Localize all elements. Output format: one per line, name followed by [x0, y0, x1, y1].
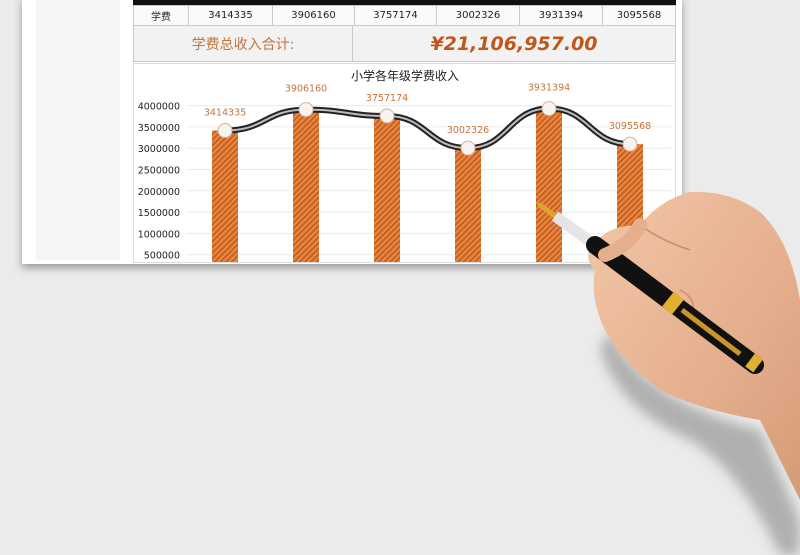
total-row: 学费总收入合计: ¥21,106,957.00 — [133, 26, 676, 62]
bar[interactable] — [536, 108, 562, 263]
line-marker[interactable] — [379, 108, 395, 124]
chart-svg: 小学各年级学费收入 4000000 3500000 3000000 2500000 20… — [138, 68, 671, 263]
table-row: 学费 3414335 3906160 3757174 3002326 39313… — [133, 5, 676, 26]
y-tick-label: 3500000 — [138, 123, 180, 134]
y-tick-label: 1000000 — [138, 229, 180, 240]
bar[interactable] — [212, 130, 238, 263]
y-tick-label: 2000000 — [138, 187, 180, 198]
data-label: 3906160 — [285, 84, 327, 95]
chart[interactable]: 小学各年级学费收入 4000000 3500000 3000000 2500000 20… — [133, 63, 676, 263]
cell[interactable]: 3095568 — [616, 10, 662, 21]
line-marker[interactable] — [298, 102, 314, 118]
y-tick-label: 2500000 — [138, 166, 180, 177]
y-tick-label: 3000000 — [138, 144, 180, 155]
y-tick-label: 4000000 — [138, 102, 180, 113]
row-label: 学费 — [134, 6, 189, 25]
fountain-pen-icon — [537, 202, 764, 374]
bar[interactable] — [374, 115, 400, 263]
data-label: 3757174 — [366, 93, 408, 104]
data-label: 3002326 — [447, 125, 489, 136]
data-label: 3414335 — [204, 108, 246, 119]
total-value[interactable]: ¥21,106,957.00 — [430, 32, 598, 55]
bar[interactable] — [455, 148, 481, 263]
cell[interactable]: 3414335 — [189, 6, 273, 25]
cell[interactable]: 3931394 — [520, 6, 603, 25]
series-line — [224, 107, 631, 150]
bar[interactable] — [293, 109, 319, 263]
table-header-row — [133, 0, 676, 5]
total-label: 学费总收入合计: — [134, 26, 353, 61]
line-marker[interactable] — [217, 123, 233, 139]
line-marker[interactable] — [460, 140, 476, 156]
cell[interactable]: 3002326 — [437, 6, 520, 25]
data-label: 3931394 — [528, 83, 570, 94]
y-tick-label: 500000 — [144, 251, 180, 262]
chart-title: 小学各年级学费收入 — [351, 68, 459, 83]
cell[interactable]: 3757174 — [355, 6, 437, 25]
data-label: 3095568 — [609, 121, 651, 132]
cell[interactable]: 3906160 — [273, 6, 355, 25]
sheet-gutter — [36, 0, 120, 260]
y-tick-label: 1500000 — [138, 208, 180, 219]
line-marker[interactable] — [541, 101, 557, 117]
line-marker[interactable] — [622, 136, 638, 152]
